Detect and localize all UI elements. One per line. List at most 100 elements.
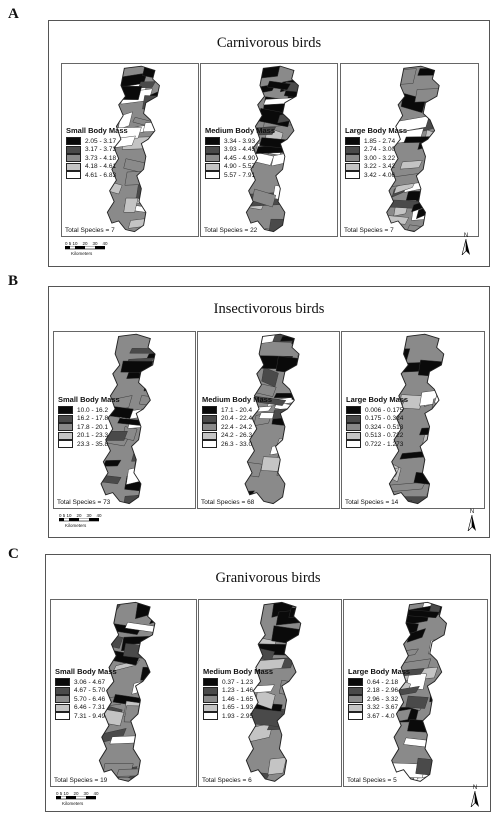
legend-title: Medium Body Mass [205,126,276,135]
map-patch [146,350,156,360]
legend-class-label: 0.175 - 0.324 [365,415,404,423]
panel-c-title: Granivorous birds [215,570,321,586]
map-patch [156,216,160,231]
legend-row: 10.0 - 16.2 [58,406,120,415]
map-patch [116,768,155,777]
map-patch [143,373,156,392]
legend-row: 1.65 - 1.93 [203,703,273,713]
map-patch [445,470,476,486]
map-patch [434,95,440,106]
legend-class-label: 6.46 - 7.31 [74,704,106,712]
legend-row: 2.05 - 3.17 [66,137,128,146]
legend-swatch [345,154,360,163]
legend-swatch [55,712,70,721]
map-patch [283,88,299,102]
legend-swatch [202,431,217,440]
map-patch [153,628,155,639]
legend-swatch [203,703,218,712]
map-patch [438,334,444,345]
map-patch [429,141,440,155]
map-patch [300,196,332,206]
map-patch [148,613,155,625]
map-patch [407,224,440,232]
legend-row: 3.42 - 4.06 [345,171,407,180]
legend-class-label: 4.90 - 5.57 [224,163,256,171]
legend-row: 0.64 - 2.18 [348,678,410,687]
map-patch [389,348,411,362]
total-species-label: Total Species = 7 [65,227,115,234]
map-patch [137,462,156,479]
map-patch [260,456,290,473]
legend-swatch [205,137,220,146]
map-a-large: Large Body Mass 1.85 - 2.74 2.74 - 3.00 3.0… [340,63,479,237]
legend-class-label: 2.18 - 2.96 [367,687,399,695]
legend-swatch [345,171,360,180]
legend-class-label: 3.93 - 4.45 [224,146,256,154]
map-patch [285,143,299,151]
scale-unit: Kilometers [62,801,84,806]
legend-swatch [202,414,217,423]
legend-row: 17.8 - 20.1 [58,423,120,432]
legend-class-label: 22.4 - 24.2 [221,423,253,431]
map-patch [246,653,257,667]
legend-row: 2.18 - 2.96 [348,686,410,696]
legend-class-label: 4.61 - 6.83 [85,171,117,179]
scale-segment [89,518,99,521]
region-map [244,333,300,505]
map-patch [120,360,154,373]
legend-swatch [348,712,363,721]
map-patch [428,637,447,655]
region-map [245,601,310,786]
scale-segment [75,246,85,249]
legend-row: 4.45 - 4.90 [205,154,275,163]
map-legend: Medium Body Mass 17.1 - 20.4 20.4 - 22.4 22… [202,395,272,449]
legend-swatch [58,423,73,432]
legend-row: 24.2 - 26.3 [202,431,272,441]
map-patch [439,678,447,690]
legend-class-label: 3.06 - 4.67 [74,678,106,686]
legend-swatch [348,686,363,695]
map-patch [295,354,300,370]
map-patch [291,335,300,348]
legend-row: 1.23 - 1.46 [203,686,273,696]
scale-bar-c: 0 5 10 20 30 40 Kilometers [55,791,99,806]
legend-row: 0.37 - 1.23 [203,678,273,687]
map-patch [135,602,155,620]
legend-row: 3.73 - 4.18 [66,154,128,163]
legend-class-label: 24.2 - 26.3 [221,432,253,440]
legend-class-label: 20.1 - 23.3 [77,432,109,440]
map-patch [149,763,155,778]
legend-row: 22.4 - 24.2 [202,423,272,432]
map-patch [117,85,143,100]
map-outline [245,601,302,782]
legend-swatch [203,712,218,721]
map-patch [246,66,263,77]
legend-swatch [203,678,218,687]
legend-row: 0.513 - 0.722 [346,431,408,441]
map-patch [280,783,310,786]
legend-class-label: 16.2 - 17.8 [77,415,109,423]
legend-swatch [205,162,220,171]
legend-class-label: 2.05 - 3.17 [85,137,117,145]
map-patch [148,191,160,208]
north-arrow-c: N [470,785,480,809]
scale-ticks: 0 5 10 20 30 40 [56,791,99,796]
scale-unit: Kilometers [71,251,93,256]
map-patch [386,91,400,105]
figure-panel-c: Granivorous birds Small Body Mass 3.06 - … [45,554,491,812]
north-arrow-a: N [461,233,471,257]
map-patch [298,740,301,757]
map-patch [124,170,160,186]
legend-row: 23.3 - 35.8 [58,440,120,449]
legend-class-label: 3.34 - 3.93 [224,137,256,145]
legend-class-label: 3.00 - 3.22 [364,154,396,162]
map-outline [245,65,299,233]
map-patch [276,714,301,727]
legend-swatch [348,678,363,687]
legend-row: 26.3 - 33.0 [202,440,272,449]
region-map [245,65,332,233]
legend-class-label: 0.722 - 1.273 [365,440,404,448]
map-legend: Small Body Mass 2.05 - 3.17 3.17 - 3.73 3.7… [66,126,128,180]
legend-row: 0.722 - 1.273 [346,440,408,449]
legend-class-label: 5.57 - 7.91 [224,171,256,179]
